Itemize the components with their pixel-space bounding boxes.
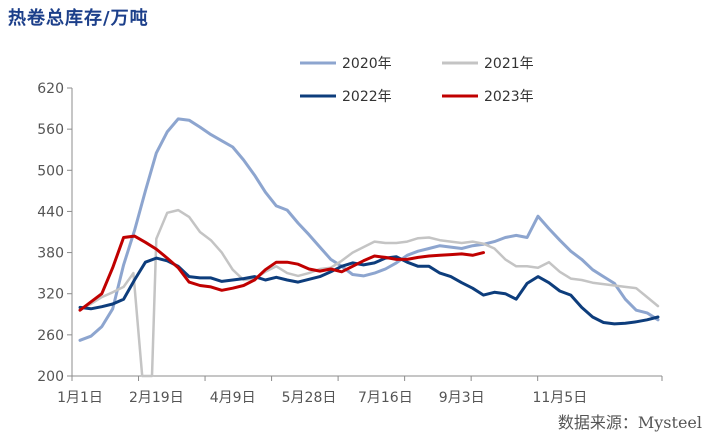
y-tick-label: 260: [37, 328, 64, 344]
x-tick-label: 1月1日: [57, 390, 103, 406]
chart-legend: 2020年 2021年 2022年 2023年: [300, 56, 534, 105]
series-line-4: [78, 234, 485, 312]
data-source: 数据来源：Mysteel: [557, 413, 702, 432]
series-line-2: [78, 208, 660, 378]
y-tick-label: 620: [37, 81, 64, 97]
legend-label-3: 2022年: [342, 89, 392, 105]
y-tick-label: 560: [37, 122, 64, 138]
x-tick-label: 7月16日: [358, 390, 413, 406]
chart-axes: 200 260 320 380 440 500 560 620 1月1日 2月19日 4月9日 5月2…: [37, 81, 663, 406]
x-tick-label: 4月9日: [210, 390, 256, 406]
x-tick-label: 9月3日: [439, 390, 485, 406]
legend-label-2: 2021年: [484, 56, 534, 72]
x-tick-label: 2月19日: [129, 390, 184, 406]
y-tick-label: 440: [37, 204, 64, 220]
chart-lines: [78, 117, 660, 378]
legend-label-4: 2023年: [484, 89, 534, 105]
y-tick-label: 200: [37, 369, 64, 385]
y-tick-label: 380: [37, 246, 64, 262]
chart-title: 热卷总库存/万吨: [8, 8, 149, 29]
y-tick-label: 320: [37, 287, 64, 303]
x-tick-label: 5月28日: [282, 390, 337, 406]
series-line-3: [78, 255, 660, 326]
y-tick-label: 500: [37, 163, 64, 179]
legend-label-1: 2020年: [342, 56, 392, 72]
series-line-1: [78, 117, 660, 342]
x-tick-label: 11月5日: [532, 390, 587, 406]
